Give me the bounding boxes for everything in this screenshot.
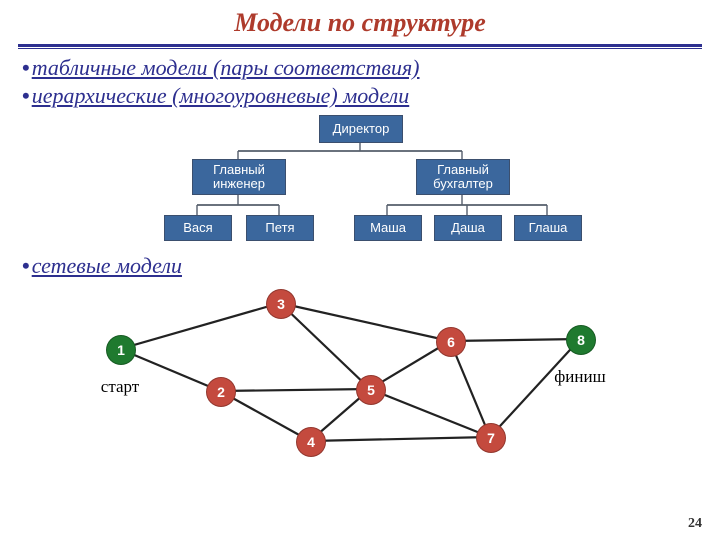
network-label: финиш [554,367,605,387]
bullet-marker: • [22,253,32,278]
network-node: 7 [476,423,506,453]
org-node: Директор [319,115,403,143]
org-node: Даша [434,215,502,241]
network-edges [70,281,630,471]
bullet-marker: • [22,83,32,108]
org-node: Петя [246,215,314,241]
bullet-list-2: •сетевые модели [22,253,720,279]
network-graph: 1 2 3 45 6 7 8 старт финиш [70,281,630,471]
network-node: 4 [296,427,326,457]
bullet-marker: • [22,55,32,80]
org-node: Главный инженер [192,159,286,195]
bullet-text: сетевые модели [32,253,182,278]
bullet-item: •табличные модели (пары соответствия) [22,55,720,81]
page-number: 24 [688,516,702,532]
network-node: 8 [566,325,596,355]
bullet-text: иерархические (многоуровневые) модели [32,83,410,108]
org-chart: Директор Главный инженер Главный бухгалтер… [120,115,600,245]
bullet-list: •табличные модели (пары соответствия) •и… [22,55,720,109]
network-node: 1 [106,335,136,365]
org-node: Вася [164,215,232,241]
org-node: Маша [354,215,422,241]
org-node: Глаша [514,215,582,241]
title-rule [18,44,702,49]
bullet-item: •сетевые модели [22,253,720,279]
slide-title: Модели по структуре [0,0,720,38]
network-node: 2 [206,377,236,407]
bullet-item: •иерархические (многоуровневые) модели [22,83,720,109]
network-node: 3 [266,289,296,319]
network-node: 6 [436,327,466,357]
network-label: старт [101,377,139,397]
bullet-text: табличные модели (пары соответствия) [32,55,420,80]
org-node: Главный бухгалтер [416,159,510,195]
network-node: 5 [356,375,386,405]
slide: Модели по структуре •табличные модели (п… [0,0,720,540]
